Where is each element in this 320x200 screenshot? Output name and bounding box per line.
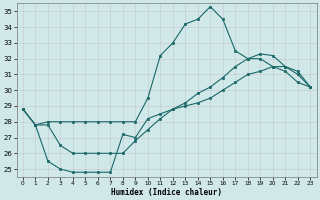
X-axis label: Humidex (Indice chaleur): Humidex (Indice chaleur): [111, 188, 222, 197]
